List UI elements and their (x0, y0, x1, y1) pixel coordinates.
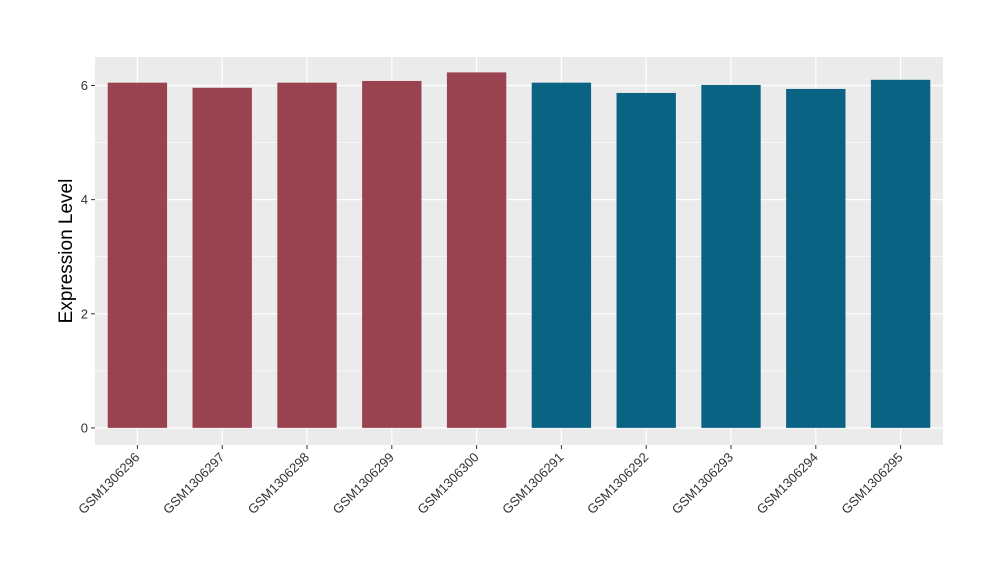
bar (701, 84, 761, 428)
x-tick-label: GSM1306295 (838, 450, 905, 517)
bar (277, 82, 337, 428)
y-axis-title: Expression Level (56, 179, 77, 324)
bar (616, 92, 676, 428)
y-tick-label: 6 (81, 78, 88, 93)
x-tick-label: GSM1306292 (584, 450, 651, 517)
x-axis: GSM1306296 GSM1306297 GSM1306298 GSM1306299… (75, 445, 906, 517)
x-tick-label: GSM1306291 (499, 450, 566, 517)
x-tick-label: GSM1306294 (754, 450, 821, 517)
x-tick-label: GSM1306293 (669, 450, 736, 517)
bar (446, 72, 507, 428)
x-tick-label: GSM1306298 (245, 450, 312, 517)
y-axis: 0 2 4 6 (81, 78, 95, 435)
x-tick-label: GSM1306300 (414, 450, 481, 517)
y-tick-label: 4 (81, 192, 88, 207)
y-tick-label: 2 (81, 306, 88, 321)
y-tick-label: 0 (81, 420, 88, 435)
bars (107, 72, 931, 428)
bar (870, 79, 931, 428)
x-tick-label: GSM1306297 (160, 450, 227, 517)
x-tick-label: GSM1306296 (75, 450, 142, 517)
bar (362, 80, 422, 428)
bar (531, 82, 592, 428)
bar (786, 88, 846, 428)
bar (107, 82, 168, 428)
x-tick-label: GSM1306299 (330, 450, 397, 517)
bar (192, 87, 252, 428)
